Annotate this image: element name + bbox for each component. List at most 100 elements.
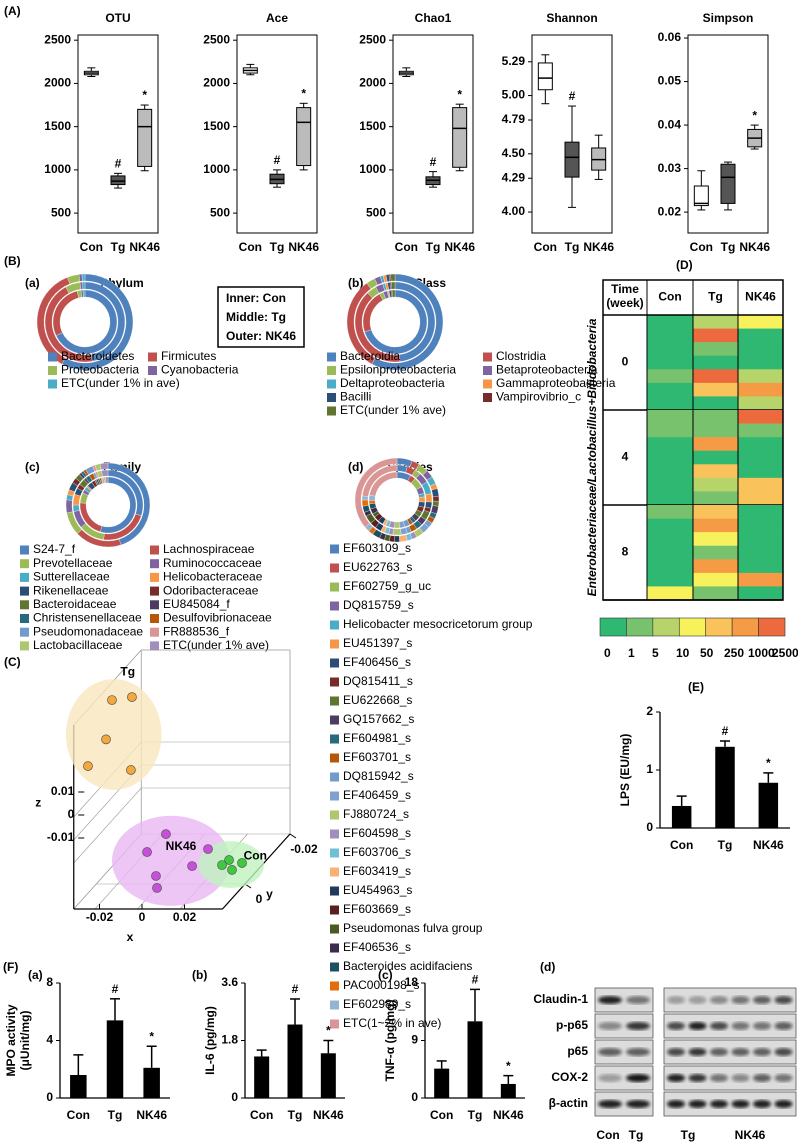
legend-swatch [483, 352, 492, 362]
heatmap-cell [693, 342, 738, 357]
legend-swatch [330, 962, 339, 972]
blot-band [731, 1074, 750, 1082]
y-tick-label: 4 [46, 1033, 53, 1047]
box [110, 175, 126, 186]
legend-swatch [327, 352, 336, 362]
x-tick-label: Tg [468, 1108, 483, 1122]
heatmap-cell [647, 477, 693, 492]
heatmap-cell [693, 518, 738, 533]
legend-swatch [48, 379, 57, 389]
heatmap-cell [693, 559, 738, 574]
x-tick-label: -0.02 [86, 910, 114, 924]
legend-swatch [330, 563, 339, 573]
blot-panel [663, 987, 797, 1013]
blot-band [710, 1048, 728, 1056]
legend-swatch [20, 641, 29, 651]
point [126, 765, 136, 775]
heatmap-cell [738, 342, 783, 357]
colorbar-cell [652, 617, 680, 637]
legend-swatch [330, 829, 339, 839]
heatmap-cell [647, 315, 693, 329]
chart-title: Ace [266, 11, 288, 25]
legend-label: Odoribacteraceae [163, 583, 259, 597]
y-axis-label: TNF-α (pg/mg) [383, 999, 397, 1081]
legend-swatch [330, 753, 339, 763]
blot-band [598, 1022, 622, 1030]
legend-label: Cyanobacteria [161, 363, 239, 377]
heatmap-cell [738, 369, 783, 384]
significance-mark: * [766, 756, 771, 770]
blot-band [753, 1048, 771, 1056]
blot-band [626, 1048, 650, 1056]
y-tick-label: 4.29 [502, 170, 526, 184]
legend-swatch [148, 366, 157, 375]
legend-label: Clostridia [496, 349, 546, 363]
z-tick-label: 0 [68, 807, 75, 821]
blot-panel [663, 1039, 797, 1065]
blot-band [731, 1048, 750, 1056]
x-tick-label: Con [239, 240, 262, 254]
legend-swatch [20, 545, 29, 555]
blot-band [774, 1048, 793, 1056]
plot-frame [236, 34, 318, 234]
point [237, 858, 247, 868]
blot-row-label: p65 [567, 1044, 588, 1058]
x-tick-label: Tg [108, 1108, 123, 1122]
blot-row-label: p-p65 [556, 1018, 588, 1032]
blot-band [667, 1100, 685, 1108]
blot-lane-label: Tg [681, 1128, 696, 1142]
legend-swatch [330, 981, 339, 991]
y-tick-label: 1500 [359, 119, 386, 133]
legend-label: Bacteroides acidifaciens [343, 959, 472, 973]
significance-mark: # [430, 155, 437, 169]
donut-segment [72, 504, 80, 512]
y-tick-label: 0.04 [658, 117, 682, 131]
heatmap-cell [693, 355, 738, 370]
legend-swatch [150, 614, 159, 623]
legend-label: EF603706_s [343, 845, 411, 859]
legend-swatch [330, 734, 339, 744]
note-text: Middle: Tg [226, 310, 286, 324]
donut-segment [82, 281, 86, 290]
blot-band [667, 1048, 685, 1056]
heatmap-cell [647, 559, 693, 574]
legend-label: Helicobacter mesocricetorum group [343, 617, 533, 631]
bar [254, 1056, 270, 1098]
colorbar-label: 50 [700, 646, 714, 660]
time-label: 4 [622, 450, 629, 464]
time-label: 8 [622, 545, 629, 559]
legend-label: Betaproteobacteria [496, 363, 598, 377]
heatmap-cell [738, 315, 783, 329]
heatmap-cell [693, 586, 738, 601]
blot-band [774, 1022, 793, 1030]
legend-swatch [330, 810, 339, 820]
y-tick-label: 0.06 [658, 30, 682, 44]
y-axis-label: MPO activity [4, 1004, 18, 1076]
note-text: Inner: Con [226, 291, 286, 305]
legend-label: EU451397_s [343, 636, 412, 650]
significance-mark: * [142, 88, 147, 102]
x-tick-label: Con [670, 838, 693, 852]
x-tick-label: Tg [565, 240, 580, 254]
legend-label: EU622668_s [343, 693, 412, 707]
y-axis-label: LPS (EU/mg) [618, 734, 632, 807]
heatmap-cell [647, 410, 693, 424]
legend-label: PAC000198_s [343, 978, 420, 992]
panel-label: (A) [4, 4, 21, 18]
heatmap-cell [647, 450, 693, 465]
blot-band [774, 1100, 793, 1108]
x-tick-label: NK46 [493, 1108, 524, 1122]
legend-label: Proteobacteria [61, 363, 139, 377]
legend-label: Prevotellaceae [33, 556, 113, 570]
donut-segment [431, 488, 439, 497]
note-text: Outer: NK46 [226, 329, 296, 343]
heatmap-cell [693, 572, 738, 587]
y-tick-label: 9 [411, 1033, 418, 1047]
plot-frame [531, 34, 613, 234]
blot-lane-label: Con [596, 1128, 619, 1142]
legend-swatch [330, 658, 339, 668]
heatmap-cell [738, 450, 783, 465]
z-tick-label: -0.01 [47, 830, 75, 844]
y-axis-label: IL-6 (pg/mg) [203, 1006, 217, 1075]
legend-label: Lachnospiraceae [163, 542, 255, 556]
